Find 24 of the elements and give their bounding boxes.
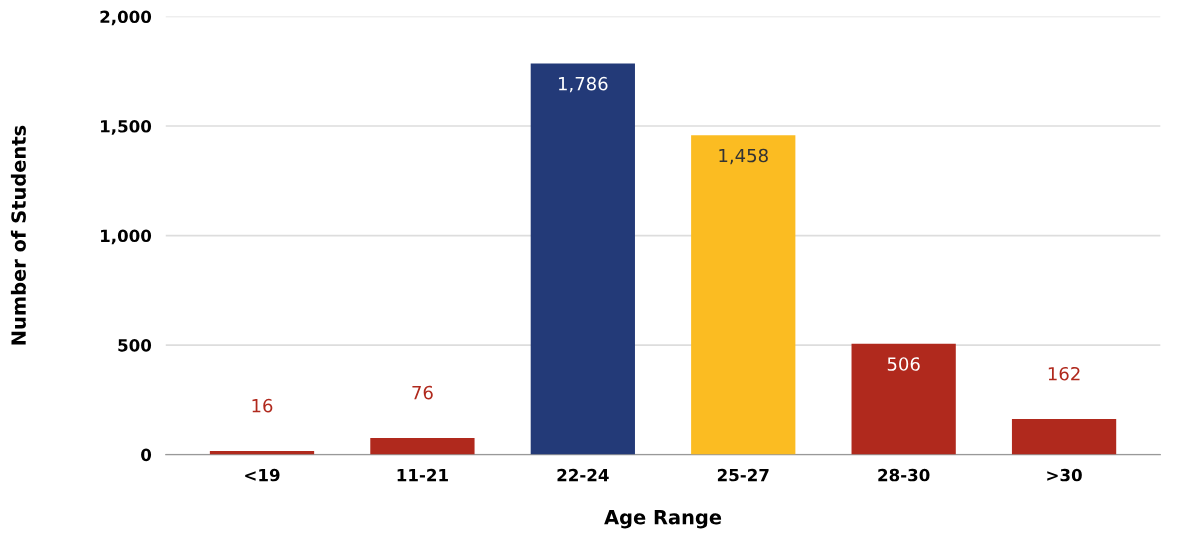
data-label: 76: [412, 385, 433, 400]
y-tick-label: 2,000: [100, 10, 152, 26]
data-label: 16: [252, 398, 273, 413]
data-label: 162: [1048, 366, 1080, 381]
x-tick-label: 28-30: [878, 468, 930, 482]
bar: [851, 343, 956, 455]
y-tick-label: 500: [118, 339, 152, 352]
bar: [691, 135, 796, 455]
data-label: 1,458: [719, 148, 768, 165]
x-tick-label: <19: [245, 468, 280, 482]
x-tick-label: >30: [1047, 468, 1082, 482]
x-tick-label: 25-27: [717, 468, 769, 482]
bar: [1011, 419, 1117, 455]
bar: [530, 63, 635, 455]
data-label: 506: [887, 357, 920, 371]
x-tick-label: 11-21: [397, 468, 448, 482]
x-axis-title: Age Range: [604, 510, 722, 529]
y-tick-label: 1,000: [101, 229, 152, 245]
data-label: 1,786: [558, 76, 608, 93]
bar: [370, 437, 475, 455]
y-tick-label: 1,500: [101, 120, 152, 135]
y-tick-label: 0: [141, 448, 152, 462]
y-axis-title: Number of Students: [10, 125, 26, 345]
x-tick-label: 22-24: [557, 468, 609, 482]
